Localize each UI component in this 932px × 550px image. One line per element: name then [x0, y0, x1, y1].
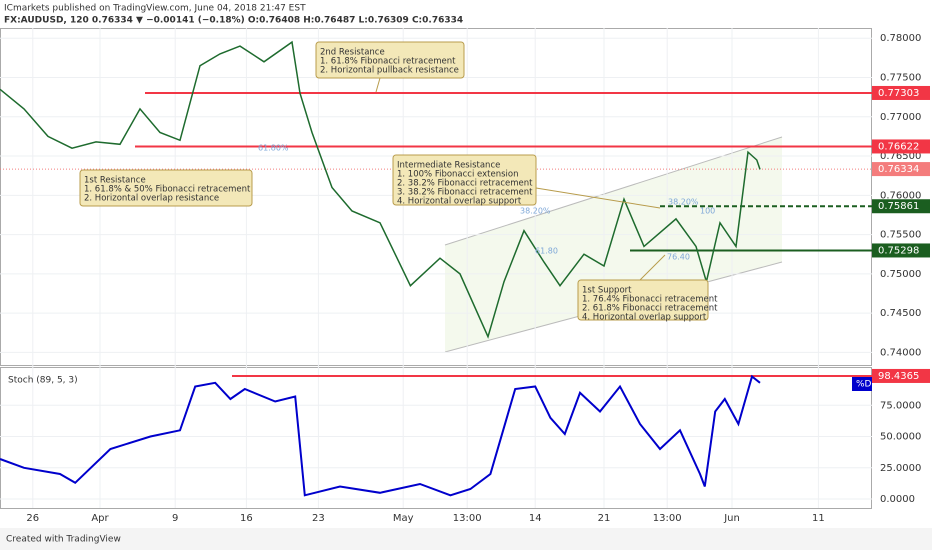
- legend-label: %D: [856, 380, 872, 390]
- annotation-box: [315, 41, 465, 79]
- x-tick-label: Jun: [723, 513, 740, 524]
- annotation-line: 2. Horizontal overlap resistance: [84, 194, 219, 204]
- y-tick-label: 0.75500: [880, 230, 921, 241]
- y-tick-label: 50.0000: [880, 432, 921, 443]
- y-tick-label: 0.76500: [880, 151, 921, 162]
- annotation-line: 1st Support: [582, 286, 632, 296]
- level-label: 98.4365: [878, 371, 919, 382]
- footer-bar: [0, 528, 932, 550]
- fib-label: 38.20%: [520, 207, 551, 216]
- annotation-line: 4. Horizontal overlap support: [397, 197, 522, 207]
- y-tick-label: 0.78000: [880, 33, 921, 44]
- level-badge: [872, 199, 930, 214]
- level-label: 0.75298: [878, 245, 919, 256]
- pointer: [375, 77, 381, 93]
- footer: Created with TradingView: [6, 535, 121, 545]
- header: ICmarkets published on TradingView.com, …: [4, 4, 306, 14]
- annotation-line: 2. Horizontal pullback resistance: [320, 66, 459, 76]
- price-badge: [872, 162, 930, 177]
- symbol-line: FX:AUDUSD, 120 0.76334 ▼ −0.00141 (−0.18…: [4, 16, 463, 26]
- annotation-line: 4. Horizontal overlap support: [582, 313, 707, 323]
- channel-line: [444, 136, 783, 246]
- y-tick-label: 25.0000: [880, 463, 921, 474]
- fib-label: 76.40: [667, 253, 690, 262]
- x-tick-label: 16: [240, 513, 253, 524]
- annotation-line: 2. 38.2% Fibonacci retracement: [397, 179, 533, 189]
- indicator-title: Stoch (89, 5, 3): [8, 376, 78, 386]
- annotation-line: 2nd Resistance: [320, 48, 385, 58]
- pointer: [639, 254, 666, 281]
- fib-label: 61.80%: [258, 144, 289, 153]
- fib-label: 38.20%: [668, 198, 699, 207]
- legend-badge: [852, 377, 872, 391]
- annotation-line: 1. 61.8% Fibonacci retracement: [320, 57, 456, 67]
- annotation-line: 1. 76.4% Fibonacci retracement: [582, 295, 718, 305]
- y-tick-label: 0.0000: [880, 494, 915, 505]
- x-tick-label: 23: [312, 513, 325, 524]
- x-tick-label: 13:00: [653, 513, 682, 524]
- y-tick-label: 0.75000: [880, 269, 921, 280]
- stoch-line: [0, 374, 761, 497]
- x-tick-label: May: [393, 513, 414, 524]
- y-tick-label: 0.74500: [880, 308, 921, 319]
- annotation-box: [392, 154, 537, 206]
- level-badge: [872, 368, 930, 383]
- level-label: 0.75861: [878, 201, 919, 212]
- pointer: [535, 187, 661, 209]
- annotation-box: [577, 279, 709, 321]
- annotation-line: Intermediate Resistance: [397, 161, 500, 171]
- x-tick-label: Apr: [91, 513, 109, 524]
- level-label: 0.76622: [878, 141, 919, 152]
- channel-fill: [445, 137, 782, 352]
- level-badge: [872, 139, 930, 154]
- annotation-line: 3. 38.2% Fibonacci retracement: [397, 188, 533, 198]
- annotations: [79, 41, 709, 321]
- level-label: 0.77303: [878, 88, 919, 99]
- x-tick-label: 13:00: [453, 513, 482, 524]
- annotation-line: 2. 61.8% Fibonacci retracement: [582, 304, 718, 314]
- x-tick-label: 21: [598, 513, 611, 524]
- annotation-box: [79, 169, 253, 207]
- price-label: 0.76334: [878, 164, 919, 175]
- level-badge: [872, 243, 930, 258]
- annotation-line: 1. 61.8% & 50% Fibonacci retracement: [84, 185, 251, 195]
- fib-label: 61.80: [535, 247, 558, 256]
- price-pane: [0, 28, 872, 366]
- y-tick-label: 0.77000: [880, 112, 921, 123]
- level-badge: [872, 85, 930, 100]
- annotation-line: 1. 100% Fibonacci extension: [397, 170, 519, 180]
- fib-label: 100: [700, 207, 715, 216]
- y-tick-label: 0.76000: [880, 190, 921, 201]
- y-tick-label: 0.77500: [880, 72, 921, 83]
- x-tick-label: 9: [172, 513, 178, 524]
- x-tick-label: 11: [812, 513, 825, 524]
- annotation-line: 1st Resistance: [84, 176, 146, 186]
- x-tick-label: 14: [529, 513, 542, 524]
- x-tick-label: 26: [26, 513, 39, 524]
- y-tick-label: 0.74000: [880, 347, 921, 358]
- y-tick-label: 75.0000: [880, 400, 921, 411]
- price-line: [0, 40, 761, 339]
- indicator-pane: [0, 367, 872, 509]
